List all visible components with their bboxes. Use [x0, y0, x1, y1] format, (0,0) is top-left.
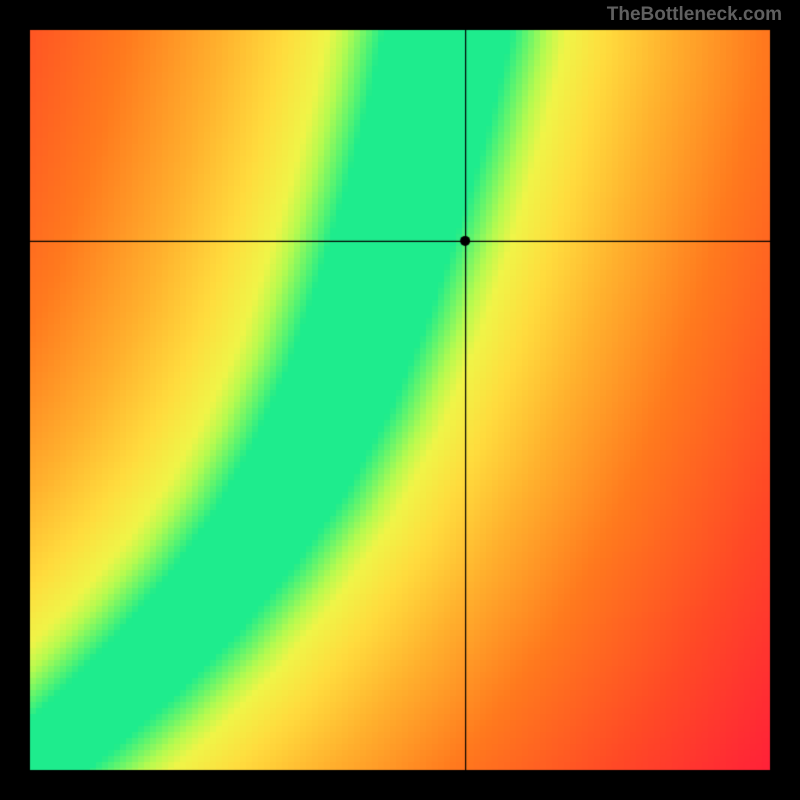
- watermark-text: TheBottleneck.com: [607, 4, 782, 26]
- heatmap-canvas: [0, 0, 800, 800]
- chart-container: TheBottleneck.com: [0, 0, 800, 800]
